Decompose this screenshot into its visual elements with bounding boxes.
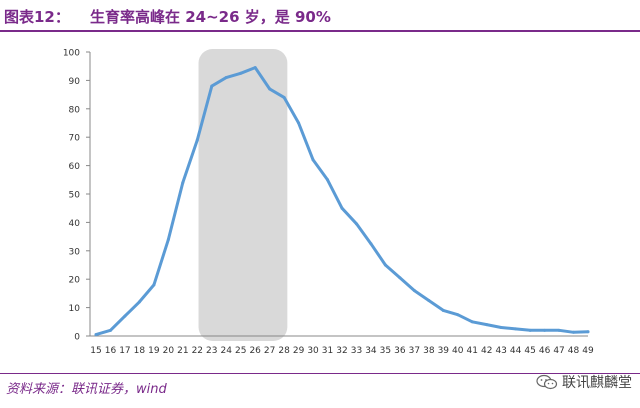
y-tick-label: 90 (69, 77, 81, 87)
data-point (470, 320, 474, 324)
data-point (557, 328, 561, 332)
x-tick-label: 45 (524, 346, 535, 356)
x-tick-label: 44 (510, 346, 522, 356)
data-point (224, 76, 228, 80)
x-tick-label: 43 (495, 346, 506, 356)
data-point (354, 222, 358, 226)
data-point (456, 313, 460, 317)
x-tick-label: 25 (235, 346, 246, 356)
title-divider (0, 30, 640, 32)
y-tick-label: 40 (69, 219, 81, 229)
data-point (239, 71, 243, 75)
data-point (412, 289, 416, 293)
x-tick-label: 15 (90, 346, 101, 356)
data-point (108, 328, 112, 332)
data-point (441, 308, 445, 312)
x-tick-label: 30 (307, 346, 319, 356)
x-tick-label: 19 (148, 346, 160, 356)
data-point (499, 325, 503, 329)
y-tick-label: 70 (69, 134, 81, 144)
data-point (369, 242, 373, 246)
data-point (195, 138, 199, 142)
data-point (427, 299, 431, 302)
data-point (514, 327, 518, 331)
data-point (572, 330, 576, 334)
x-tick-label: 46 (539, 346, 551, 356)
watermark-text: 联讯麒麟堂 (562, 375, 632, 391)
x-tick-label: 20 (163, 346, 175, 356)
y-tick-label: 50 (69, 191, 81, 201)
wechat-icon (536, 374, 558, 390)
y-tick-label: 100 (63, 49, 80, 59)
figure-header: 图表12： 生育率高峰在 24~26 岁，是 90% (0, 0, 640, 36)
x-tick-label: 21 (177, 346, 188, 356)
y-tick-label: 80 (69, 105, 81, 115)
y-tick-label: 10 (69, 304, 81, 314)
x-tick-label: 48 (568, 346, 580, 356)
x-tick-label: 28 (278, 346, 290, 356)
x-tick-label: 34 (365, 346, 377, 356)
data-point (123, 314, 127, 318)
data-point (268, 87, 272, 91)
data-point (586, 330, 590, 334)
x-tick-label: 49 (582, 346, 594, 356)
y-tick-label: 60 (69, 162, 81, 172)
data-point (297, 121, 301, 125)
x-tick-label: 23 (206, 346, 217, 356)
series-line (94, 66, 590, 337)
highlight-band (198, 49, 288, 341)
data-point (94, 333, 98, 337)
data-point (398, 276, 402, 280)
data-point (383, 263, 387, 267)
data-point (528, 328, 532, 332)
x-tick-label: 37 (409, 346, 420, 356)
data-point (340, 206, 344, 210)
data-point (485, 323, 489, 327)
x-tick-label: 18 (134, 346, 146, 356)
data-point (181, 181, 185, 185)
x-tick-label: 32 (336, 346, 347, 356)
x-tick-label: 39 (438, 346, 450, 356)
x-tick-label: 26 (249, 346, 261, 356)
data-point (543, 328, 547, 332)
x-tick-label: 38 (423, 346, 435, 356)
figure-label: 图表12： (4, 8, 70, 26)
x-tick-label: 27 (264, 346, 275, 356)
x-tick-label: 31 (322, 346, 333, 356)
x-tick-label: 16 (105, 346, 117, 356)
data-point (210, 84, 214, 88)
data-point (253, 66, 257, 70)
x-tick-label: 22 (192, 346, 203, 356)
data-point (152, 283, 156, 287)
x-tick-label: 35 (380, 346, 391, 356)
data-point (166, 237, 170, 241)
x-tick-label: 42 (481, 346, 492, 356)
x-tick-label: 29 (293, 346, 305, 356)
source-note: 资料来源：联讯证券，wind (6, 382, 167, 397)
x-tick-label: 41 (467, 346, 478, 356)
x-tick-label: 47 (553, 346, 564, 356)
x-tick-label: 24 (221, 346, 233, 356)
data-point (311, 158, 315, 162)
footer-divider (0, 373, 640, 374)
y-tick-label: 30 (69, 247, 81, 257)
x-tick-label: 36 (394, 346, 406, 356)
watermark: 联讯麒麟堂 (536, 372, 632, 392)
x-tick-label: 40 (452, 346, 464, 356)
data-point (326, 178, 330, 182)
y-tick-label: 20 (69, 276, 81, 286)
x-tick-label: 17 (119, 346, 130, 356)
y-tick-label: 0 (74, 333, 80, 343)
data-point (282, 95, 286, 99)
x-tick-label: 33 (351, 346, 362, 356)
data-point (137, 300, 141, 304)
figure-title: 生育率高峰在 24~26 岁，是 90% (90, 8, 331, 26)
